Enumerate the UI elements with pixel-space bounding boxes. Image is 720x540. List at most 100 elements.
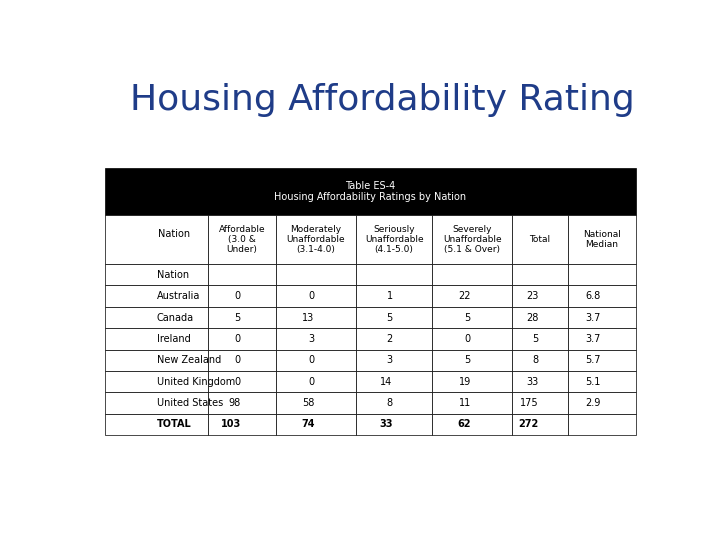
Bar bbox=[105, 264, 208, 286]
Text: Nation: Nation bbox=[158, 230, 190, 239]
Text: 8: 8 bbox=[533, 355, 539, 365]
Bar bbox=[276, 349, 356, 371]
Text: 5: 5 bbox=[464, 355, 471, 365]
Bar bbox=[356, 392, 433, 414]
Text: 2.9: 2.9 bbox=[585, 398, 600, 408]
Bar bbox=[433, 392, 512, 414]
Bar bbox=[208, 349, 276, 371]
Bar bbox=[356, 215, 433, 264]
Text: 103: 103 bbox=[220, 420, 240, 429]
Bar bbox=[105, 307, 208, 328]
Bar bbox=[433, 414, 512, 435]
Text: United Kingdom: United Kingdom bbox=[157, 376, 235, 387]
Bar bbox=[208, 307, 276, 328]
Bar bbox=[433, 371, 512, 392]
Text: 1: 1 bbox=[387, 291, 392, 301]
Bar bbox=[512, 307, 568, 328]
Text: 3.7: 3.7 bbox=[585, 334, 600, 344]
Text: 8: 8 bbox=[387, 398, 392, 408]
Bar bbox=[568, 286, 636, 307]
Bar bbox=[512, 286, 568, 307]
Text: 0: 0 bbox=[235, 355, 240, 365]
Text: Seriously
Unaffordable
(4.1-5.0): Seriously Unaffordable (4.1-5.0) bbox=[365, 225, 423, 254]
Text: 23: 23 bbox=[526, 291, 539, 301]
Bar bbox=[356, 328, 433, 349]
Text: 28: 28 bbox=[526, 313, 539, 322]
Text: 14: 14 bbox=[380, 376, 392, 387]
Bar bbox=[276, 328, 356, 349]
Text: 3: 3 bbox=[308, 334, 315, 344]
Text: 5: 5 bbox=[532, 334, 539, 344]
Bar bbox=[568, 392, 636, 414]
Text: 98: 98 bbox=[228, 398, 240, 408]
Bar bbox=[208, 414, 276, 435]
Bar bbox=[433, 264, 512, 286]
Text: 0: 0 bbox=[235, 334, 240, 344]
Text: 0: 0 bbox=[464, 334, 471, 344]
Bar bbox=[433, 307, 512, 328]
Bar bbox=[208, 215, 276, 264]
Bar bbox=[512, 349, 568, 371]
Bar bbox=[356, 349, 433, 371]
Bar bbox=[276, 215, 356, 264]
Text: 5: 5 bbox=[464, 313, 471, 322]
Text: 5.7: 5.7 bbox=[585, 355, 600, 365]
Bar bbox=[105, 328, 208, 349]
Bar bbox=[356, 307, 433, 328]
Text: 272: 272 bbox=[518, 420, 539, 429]
Text: 74: 74 bbox=[301, 420, 315, 429]
Text: Affordable
(3.0 &
Under): Affordable (3.0 & Under) bbox=[219, 225, 266, 254]
Bar bbox=[568, 215, 636, 264]
Bar bbox=[105, 215, 208, 264]
Bar bbox=[208, 264, 276, 286]
Bar bbox=[512, 371, 568, 392]
Text: 3: 3 bbox=[387, 355, 392, 365]
Text: 2: 2 bbox=[387, 334, 392, 344]
Text: TOTAL: TOTAL bbox=[157, 420, 192, 429]
Bar bbox=[105, 286, 208, 307]
Text: Moderately
Unaffordable
(3.1-4.0): Moderately Unaffordable (3.1-4.0) bbox=[287, 225, 345, 254]
Bar bbox=[208, 392, 276, 414]
Bar bbox=[276, 392, 356, 414]
Bar bbox=[276, 286, 356, 307]
Text: 62: 62 bbox=[457, 420, 471, 429]
Bar bbox=[568, 328, 636, 349]
Bar bbox=[512, 328, 568, 349]
Bar bbox=[568, 349, 636, 371]
Bar bbox=[208, 328, 276, 349]
Bar bbox=[105, 168, 636, 215]
Bar bbox=[433, 328, 512, 349]
Bar bbox=[512, 264, 568, 286]
Bar bbox=[568, 264, 636, 286]
Text: 175: 175 bbox=[520, 398, 539, 408]
Text: Ireland: Ireland bbox=[157, 334, 190, 344]
Bar bbox=[568, 414, 636, 435]
Bar bbox=[105, 371, 208, 392]
Text: 5: 5 bbox=[387, 313, 392, 322]
Text: 22: 22 bbox=[459, 291, 471, 301]
Bar bbox=[208, 371, 276, 392]
Bar bbox=[276, 414, 356, 435]
Text: Housing Affordability Rating: Housing Affordability Rating bbox=[130, 83, 635, 117]
Text: 5.1: 5.1 bbox=[585, 376, 600, 387]
Text: Nation: Nation bbox=[157, 270, 189, 280]
Text: 0: 0 bbox=[308, 291, 315, 301]
Text: 33: 33 bbox=[526, 376, 539, 387]
Bar bbox=[208, 286, 276, 307]
Bar bbox=[512, 215, 568, 264]
Text: National
Median: National Median bbox=[583, 230, 621, 249]
Bar bbox=[433, 215, 512, 264]
Text: 0: 0 bbox=[235, 376, 240, 387]
Text: 0: 0 bbox=[308, 355, 315, 365]
Text: 13: 13 bbox=[302, 313, 315, 322]
Text: Severely
Unaffordable
(5.1 & Over): Severely Unaffordable (5.1 & Over) bbox=[443, 225, 502, 254]
Bar bbox=[512, 392, 568, 414]
Text: 0: 0 bbox=[235, 291, 240, 301]
Text: Table ES-4
Housing Affordability Ratings by Nation: Table ES-4 Housing Affordability Ratings… bbox=[274, 180, 467, 202]
Text: 33: 33 bbox=[379, 420, 392, 429]
Bar bbox=[356, 286, 433, 307]
Text: 5: 5 bbox=[235, 313, 240, 322]
Bar bbox=[276, 371, 356, 392]
Bar bbox=[356, 264, 433, 286]
Bar bbox=[512, 414, 568, 435]
